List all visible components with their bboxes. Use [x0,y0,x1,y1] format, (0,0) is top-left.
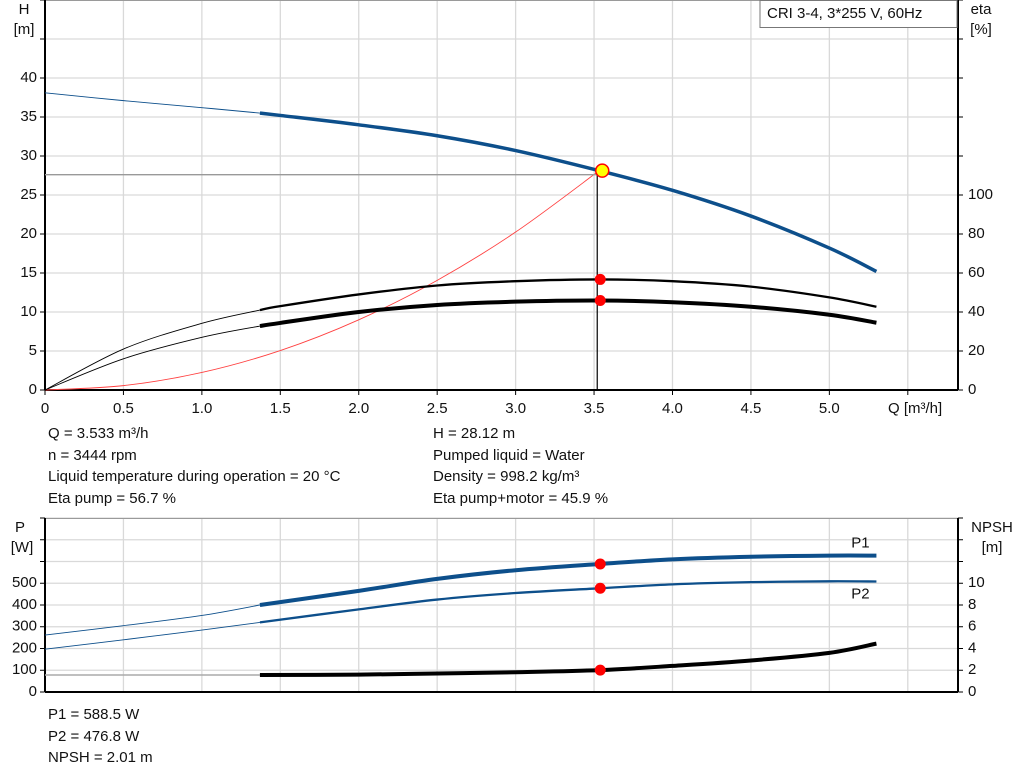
head-chart-series-1-curve-extended [44,309,261,391]
head-chart-xtick-label: 0 [41,400,49,417]
power-chart-y2unit: [m] [982,539,1003,556]
power-chart-y2tick-label: 0 [968,683,976,700]
readouts-top-left: Q = 3.533 m³/h n = 3444 rpm Liquid tempe… [48,423,340,509]
p2-curve [259,580,877,624]
readout-npsh: NPSH = 2.01 m [48,749,153,766]
head-chart-xlabel: Q [m³/h] [888,400,942,417]
duty-point-eta-pump-motor [594,294,606,306]
readout-pumped-liquid: Pumped liquid = Water [433,446,585,464]
head-chart-ytick-label: 35 [20,108,37,125]
head-chart-xtick-label: 1.0 [191,400,212,417]
head-chart-series-0-curve [259,111,878,274]
head-chart-series-2-curve [259,298,877,329]
power-chart-ytick-label: 200 [12,639,37,656]
readouts-top-right: H = 28.12 m Pumped liquid = Water Densit… [433,423,608,509]
head-chart-series-2-curve-extended [44,325,261,391]
power-chart-ytick-label: 300 [12,618,37,635]
head-chart-yunit: [m] [14,21,35,38]
head-chart-xtick-label: 4.0 [662,400,683,417]
head-chart-xtick-label: 4.5 [740,400,761,417]
duty-point-head [594,163,610,178]
head-chart-series-0-curve-extended [44,92,260,114]
readout-liquid-temperature: Liquid temperature during operation = 20… [48,468,341,485]
power-chart-y2label: NPSH [971,519,1013,536]
head-chart-ylabel: H [19,1,30,18]
power-chart-y2tick-label: 8 [968,596,976,613]
p2-curve-extended [44,621,260,650]
head-chart-xtick-label: 1.5 [270,400,291,417]
readout-p1: P1 = 588.5 W [48,706,140,723]
readout-eta-pump: Eta pump = 56.7 % [48,489,176,507]
chart-title-box [759,0,958,28]
p1-curve-label: P1 [851,535,869,552]
head-chart-xtick-label: 0.5 [113,400,134,417]
p1-curve [259,553,877,607]
head-chart-ytick-label: 20 [20,225,37,242]
chart-title: CRI 3-4, 3*255 V, 60Hz [767,5,922,22]
readout-p2: P2 = 476.8 W [48,727,140,745]
head-chart-y2tick-label: 40 [968,303,985,320]
power-chart-ytick-label: 500 [12,574,37,591]
readout-speed: n = 3444 rpm [48,446,137,464]
duty-point-p1 [594,558,606,570]
readouts-bottom: P1 = 588.5 W P2 = 476.8 W NPSH = 2.01 m [48,704,153,769]
readout-density: Density = 998.2 kg/m³ [433,468,580,485]
power-chart-ytick-label: 100 [12,661,37,678]
power-chart-y2tick-label: 6 [968,618,976,635]
readout-head: H = 28.12 m [433,425,516,442]
head-chart-xtick-label: 2.0 [348,400,369,417]
p1-curve-extended [44,604,260,636]
p2-curve-label: P2 [851,585,869,602]
head-chart-xtick-label: 3.5 [584,400,605,417]
head-chart-y2unit: [%] [970,21,992,38]
power-chart-y2tick-label: 10 [968,574,985,591]
duty-point-npsh [594,664,606,676]
head-chart-xtick-label: 2.5 [427,400,448,417]
head-chart-ytick-label: 10 [20,303,37,320]
head-chart-ytick-label: 15 [20,264,37,281]
head-chart-y2tick-label: 80 [968,225,985,242]
head-chart-ytick-label: 40 [20,69,37,86]
head-chart-ytick-label: 30 [20,147,37,164]
head-chart-y2tick-label: 20 [968,342,985,359]
readout-eta-pump-motor: Eta pump+motor = 45.9 % [433,489,609,507]
head-chart-ytick-label: 25 [20,186,37,203]
head-chart-series-1-curve [259,278,877,312]
system-curve [44,170,600,391]
duty-point-eta-pump [594,273,606,285]
head-chart-ytick-label: 0 [29,381,37,398]
power-chart-y2tick-label: 2 [968,661,976,678]
head-chart-y2tick-label: 0 [968,381,976,398]
head-chart-xtick-label: 5.0 [819,400,840,417]
head-chart-y2label: eta [971,1,993,18]
readout-flow: Q = 3.533 m³/h [48,425,149,442]
head-chart-xtick-label: 3.0 [505,400,526,417]
power-chart-ylabel: P [15,519,25,536]
head-chart-ytick-label: 5 [29,342,37,359]
duty-point-p2 [594,582,606,594]
power-chart-y2tick-label: 4 [968,639,976,656]
power-chart-ytick-label: 0 [29,683,37,700]
power-chart-yunit: [W] [11,539,34,556]
head-chart-y2tick-label: 100 [968,186,993,203]
power-chart-ytick-label: 400 [12,596,37,613]
head-chart-y2tick-label: 60 [968,264,985,281]
